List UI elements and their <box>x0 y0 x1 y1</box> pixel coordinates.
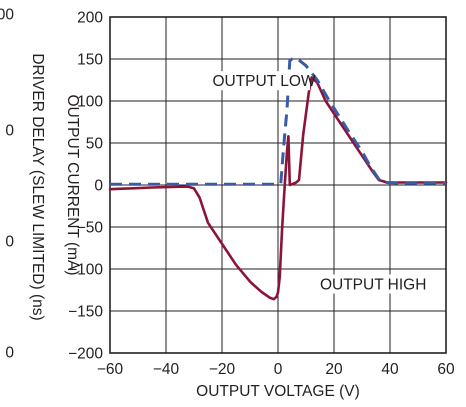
side-tick-label: 0 <box>5 345 14 362</box>
x-tick-label: −60 <box>97 361 124 378</box>
x-tick-label: −20 <box>209 361 236 378</box>
y-tick-label: 0 <box>94 178 103 195</box>
annotations: OUTPUT LOW OUTPUT HIGH <box>212 71 427 294</box>
y-tick-label: 150 <box>77 52 103 69</box>
side-tick-label: 0 <box>5 234 14 251</box>
grid <box>110 17 446 353</box>
x-tick-label: 60 <box>437 361 455 378</box>
y-tick-label: 100 <box>77 94 103 111</box>
y-tick-label: −50 <box>77 220 104 237</box>
annotation-label: OUTPUT LOW <box>212 73 315 90</box>
x-axis-title: OUTPUT VOLTAGE (V) <box>196 383 360 400</box>
y-tick-labels: 200 150 100 50 0 −50 −100 −150 −200 <box>68 10 103 363</box>
series-layer <box>108 57 448 301</box>
side-axis-title: DRIVER DELAY (SLEW LIMITED) (ns) <box>29 53 46 320</box>
annotation-background <box>322 274 424 294</box>
side-tick-label: 0 <box>5 123 14 140</box>
x-tick-labels: −60 −40 −20 0 20 40 60 <box>97 361 455 378</box>
y-tick-label: −150 <box>68 304 103 321</box>
y-tick-label: 200 <box>77 10 103 27</box>
x-tick-label: −40 <box>153 361 180 378</box>
x-tick-label: 20 <box>325 361 343 378</box>
y-tick-label: 50 <box>86 136 104 153</box>
x-tick-label: 0 <box>274 361 283 378</box>
series-line-dashed <box>110 57 446 186</box>
series-line-solid <box>108 76 448 301</box>
x-tick-label: 40 <box>381 361 399 378</box>
y-tick-label: −200 <box>68 346 103 363</box>
y-tick-label: −100 <box>68 262 103 279</box>
y-axis-title: OUTPUT CURRENT (mA) <box>64 94 81 275</box>
side-tick-label: 00 <box>0 7 14 24</box>
annotation-background <box>218 71 310 91</box>
annotation-label: OUTPUT HIGH <box>320 276 427 293</box>
